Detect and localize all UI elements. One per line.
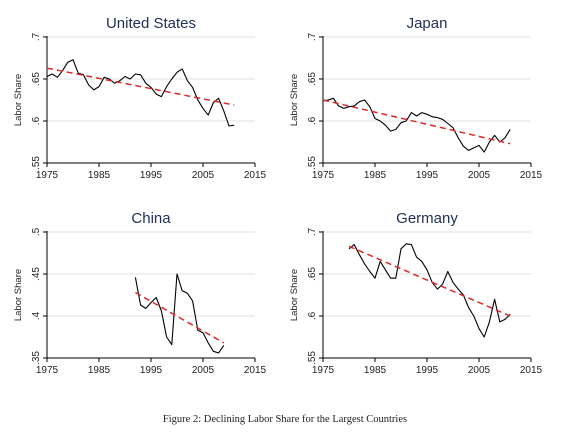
- x-tick-label: 1995: [140, 365, 163, 376]
- x-tick-label: 1975: [36, 170, 59, 181]
- x-tick-label: 1975: [312, 170, 335, 181]
- y-tick-label: .65: [31, 72, 42, 86]
- y-tick-label: .5: [31, 227, 42, 236]
- x-tick-label: 2015: [244, 365, 267, 376]
- panel-title: Japan: [407, 15, 448, 32]
- x-tick-label: 1975: [312, 365, 335, 376]
- panel-united-states: United States .55 .6 .65 .7 1975 1985 1995 2005 2…: [13, 15, 267, 181]
- y-tick-label: .6: [307, 116, 318, 125]
- germany-labor-share-line: [348, 243, 511, 338]
- japan-labor-share-line: [322, 97, 511, 153]
- x-tick-label: 1985: [88, 365, 111, 376]
- y-tick-label: .6: [307, 311, 318, 320]
- germany-trend-line: [348, 245, 511, 317]
- united-states-trend-line: [46, 67, 235, 106]
- panel-title: Germany: [396, 210, 458, 227]
- united-states-labor-share-line: [46, 59, 235, 127]
- y-tick-label: .65: [307, 267, 318, 281]
- y-tick-label: .7: [307, 227, 318, 236]
- x-tick-label: 2005: [192, 365, 215, 376]
- x-tick-label: 1985: [364, 170, 387, 181]
- x-tick-label: 1995: [416, 365, 439, 376]
- y-axis-label: Labor Share: [289, 269, 300, 321]
- y-tick-label: .6: [31, 116, 42, 125]
- x-tick-label: 2005: [468, 170, 491, 181]
- panel-title: China: [131, 210, 171, 227]
- figure-caption: Figure 2: Declining Labor Share for the …: [162, 414, 408, 425]
- x-tick-label: 1995: [416, 170, 439, 181]
- x-tick-label: 2005: [468, 365, 491, 376]
- y-axis-label: Labor Share: [13, 269, 24, 321]
- y-tick-label: .7: [307, 32, 318, 41]
- x-tick-label: 2015: [520, 365, 543, 376]
- x-tick-label: 1985: [364, 365, 387, 376]
- panel-japan: Japan .55 .6 .65 .7 1975 1985 1995 2005 2015 Labor…: [289, 15, 543, 181]
- y-tick-label: .55: [307, 351, 318, 365]
- panel-title: United States: [106, 15, 196, 32]
- y-tick-label: .35: [31, 351, 42, 365]
- x-tick-label: 1975: [36, 365, 59, 376]
- china-labor-share-line: [134, 273, 225, 354]
- y-tick-label: .45: [31, 267, 42, 281]
- x-tick-label: 1985: [88, 170, 111, 181]
- china-trend-line: [135, 291, 225, 344]
- panel-china: China .35 .4 .45 .5 1975 1985 1995 2005 2015 Labor…: [13, 210, 267, 376]
- y-tick-label: .55: [31, 156, 42, 170]
- y-tick-label: .7: [31, 32, 42, 41]
- x-tick-label: 2005: [192, 170, 215, 181]
- y-tick-label: .65: [307, 72, 318, 86]
- y-axis-label: Labor Share: [13, 74, 24, 126]
- x-tick-label: 2015: [520, 170, 543, 181]
- y-axis-label: Labor Share: [289, 74, 300, 126]
- japan-trend-line: [322, 99, 511, 145]
- panel-germany: Germany .55 .6 .65 .7 1975 1985 1995 2005 2015 Lab…: [289, 210, 543, 376]
- y-tick-label: .55: [307, 156, 318, 170]
- x-tick-label: 1995: [140, 170, 163, 181]
- y-tick-label: .4: [31, 311, 42, 320]
- x-tick-label: 2015: [244, 170, 267, 181]
